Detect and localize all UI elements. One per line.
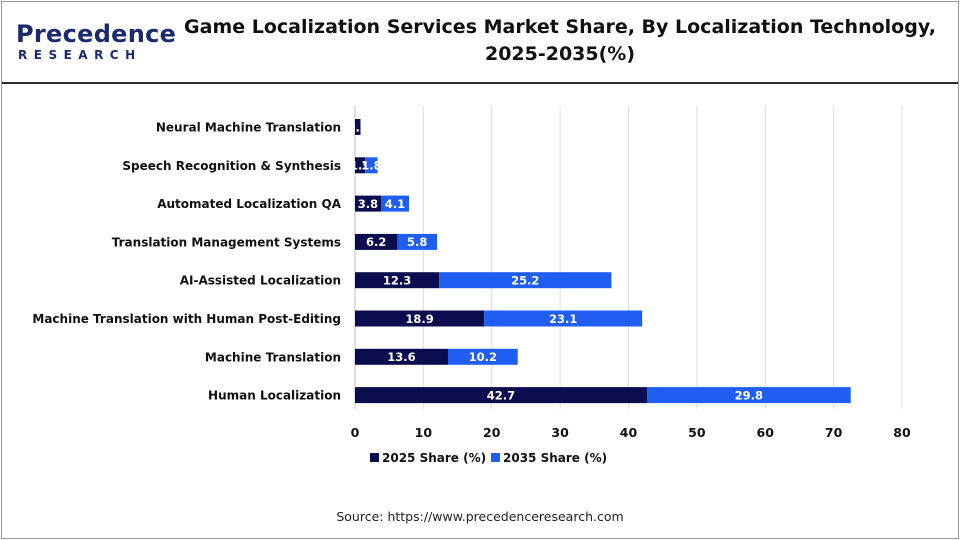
x-tick-label: 50 (688, 425, 706, 440)
x-tick-label: 10 (415, 425, 433, 440)
header-divider (2, 82, 958, 84)
data-label: 1.8 (361, 159, 381, 173)
chart-title-line-1: Game Localization Services Market Share,… (184, 16, 936, 38)
category-label: Speech Recognition & Synthesis (122, 159, 341, 173)
bar-segment (355, 387, 647, 404)
x-tick-label: 0 (351, 425, 360, 440)
data-label: 12.3 (383, 274, 411, 288)
data-label: 23.1 (549, 312, 577, 326)
bar-segment (355, 119, 361, 135)
bar-segment (355, 157, 366, 174)
data-label: 25.2 (511, 274, 539, 288)
data-label: 29.8 (735, 388, 763, 402)
x-tick-label: 40 (620, 425, 638, 440)
x-tick-label: 60 (757, 425, 775, 440)
data-label: 18.9 (405, 312, 433, 326)
data-label: 6.2 (366, 235, 386, 249)
category-label: AI-Assisted Localization (180, 274, 341, 288)
x-tick-label: 70 (825, 425, 843, 440)
category-label: Machine Translation with Human Post-Edit… (32, 312, 341, 326)
bar-segment (447, 348, 518, 365)
legend-label: 2035 Share (%) (503, 451, 607, 465)
bar-segment (397, 233, 438, 250)
source-note: Source: https://www.precedenceresearch.c… (336, 509, 624, 524)
data-label: 13.6 (387, 350, 415, 364)
data-label: 4.1 (385, 197, 405, 211)
data-label: 3.8 (358, 197, 378, 211)
data-label: 0.8 (348, 120, 368, 134)
x-tick-label: 20 (483, 425, 501, 440)
x-tick-label: 80 (893, 425, 911, 440)
bar-segment (355, 272, 440, 289)
chart-title-line-2: 2025-2035(%) (484, 43, 636, 65)
logo-subtitle: RESEARCH (18, 48, 142, 62)
data-label: 42.7 (487, 388, 515, 402)
chart-title: Game Localization Services Market Share,… (180, 14, 940, 68)
legend-swatch (370, 453, 379, 462)
logo-wordmark: Precedence (16, 20, 177, 48)
precedence-research-logo: Precedence RESEARCH (16, 18, 176, 66)
data-label: 5.8 (407, 235, 427, 249)
data-label: 10.2 (469, 350, 497, 364)
x-tick-label: 30 (551, 425, 569, 440)
bar-segment (355, 310, 485, 327)
bar-segment (355, 195, 381, 212)
bar-segment (365, 157, 378, 174)
category-label: Neural Machine Translation (156, 121, 341, 135)
bar-segment (355, 233, 398, 250)
legend-swatch (491, 453, 500, 462)
bar-segment (646, 387, 851, 404)
bar-segment (355, 348, 448, 365)
bar-segment (380, 195, 410, 212)
bar-chart: 0 10 20 30 40 50 60 70 80 Neural Machine Translat… (32, 106, 911, 465)
legend-label: 2025 Share (%) (382, 451, 486, 465)
category-label: Human Localization (208, 389, 341, 403)
category-label: Translation Management Systems (112, 235, 341, 249)
data-label: 1.5 (350, 159, 370, 173)
category-label: Machine Translation (205, 350, 341, 364)
bar-segment (439, 272, 612, 289)
header: Precedence RESEARCH Game Localization Se… (0, 0, 960, 82)
category-label: Automated Localization QA (157, 197, 341, 211)
bar-segment (484, 310, 643, 327)
